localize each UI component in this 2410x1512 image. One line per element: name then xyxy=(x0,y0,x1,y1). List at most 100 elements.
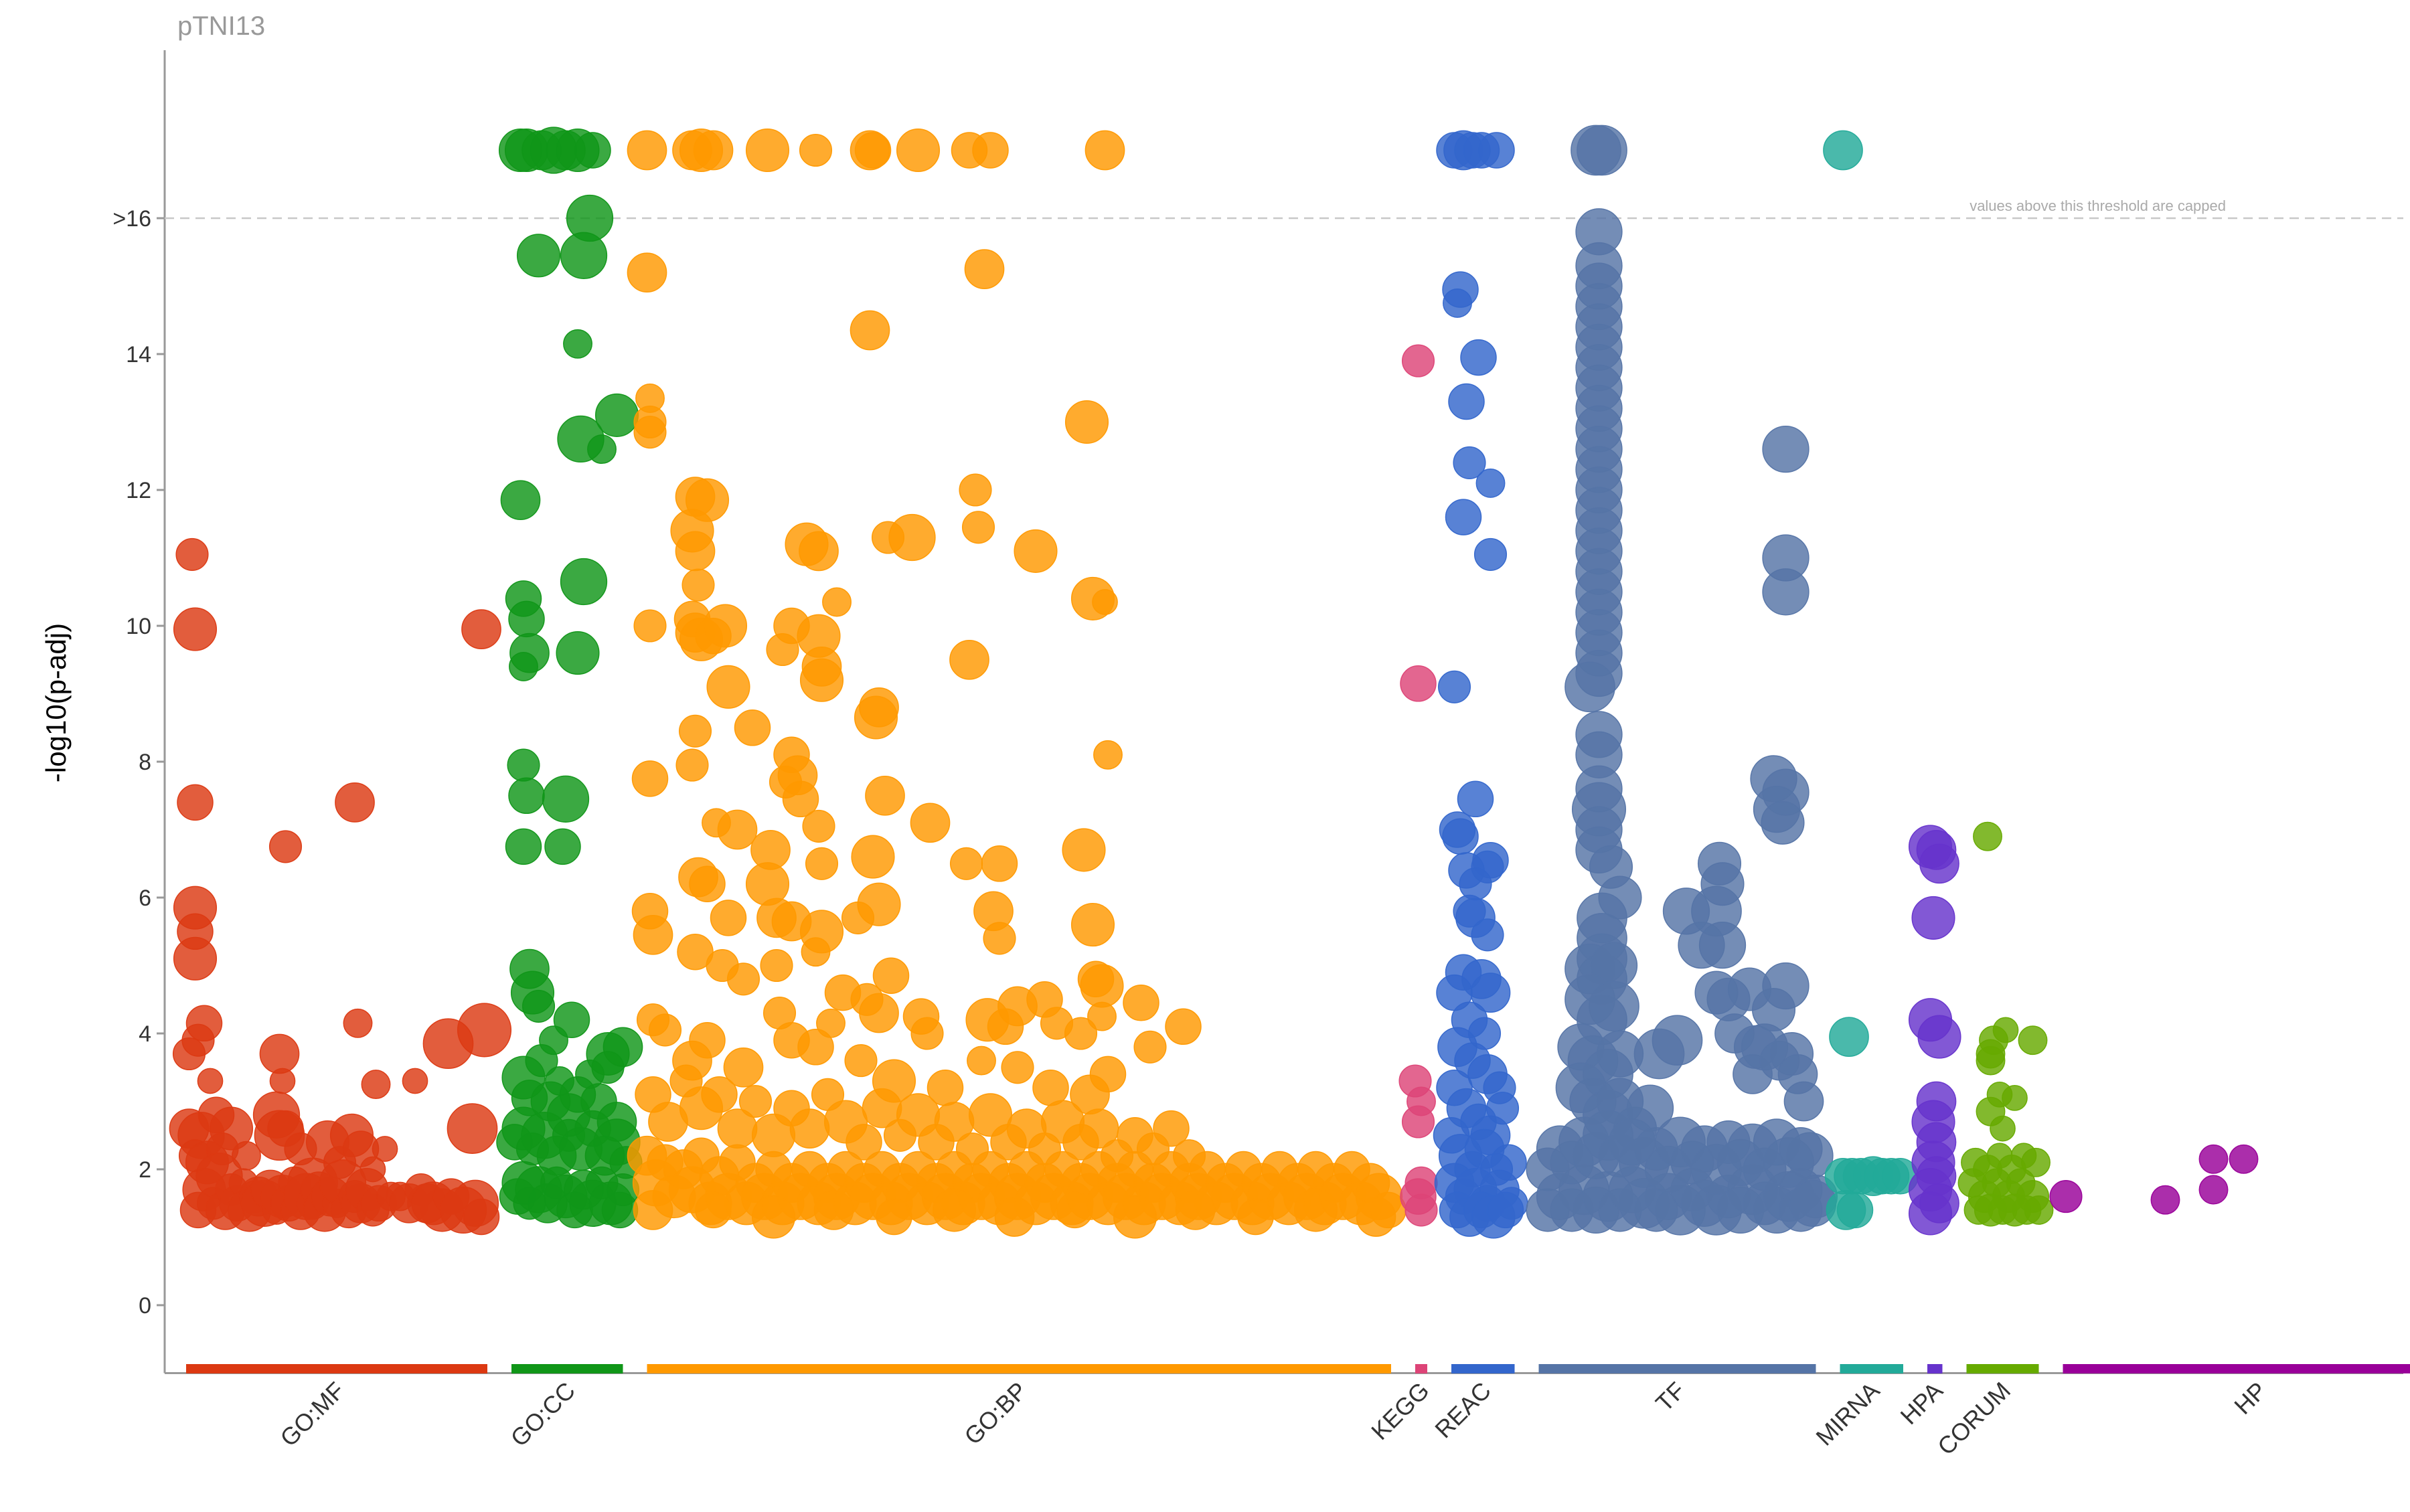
data-point xyxy=(965,250,1003,288)
data-point xyxy=(814,1191,853,1230)
data-point xyxy=(850,311,889,349)
source-label: REAC xyxy=(1429,1377,1496,1444)
data-point xyxy=(561,232,607,278)
data-point xyxy=(2229,1145,2257,1173)
data-point xyxy=(1761,802,1804,845)
data-point xyxy=(876,1199,912,1235)
data-point xyxy=(596,394,639,437)
data-point xyxy=(951,848,983,880)
data-point xyxy=(860,688,898,727)
y-tick-label: 2 xyxy=(139,1157,151,1183)
data-points xyxy=(169,125,2410,1238)
data-point xyxy=(889,515,935,561)
data-point xyxy=(545,829,580,864)
data-point xyxy=(967,1046,995,1074)
data-point xyxy=(1134,1031,1166,1064)
data-point xyxy=(1123,985,1159,1021)
data-point xyxy=(177,784,213,820)
data-point xyxy=(801,659,843,701)
data-point xyxy=(2151,1186,2179,1214)
data-point xyxy=(983,922,1016,954)
data-point xyxy=(1439,671,1471,703)
y-tick-label: 6 xyxy=(139,886,151,911)
data-point xyxy=(1446,499,1481,535)
data-point xyxy=(187,1005,222,1041)
data-point xyxy=(1062,829,1105,871)
data-point xyxy=(1909,1192,1952,1235)
data-point xyxy=(564,330,592,358)
source-label: MIRNA xyxy=(1810,1377,1884,1451)
source-label: HPA xyxy=(1895,1377,1948,1430)
data-point xyxy=(800,135,832,167)
data-point xyxy=(362,1070,390,1098)
data-point xyxy=(509,653,538,681)
source-label: KEGG xyxy=(1366,1377,1435,1446)
data-point xyxy=(746,129,789,172)
data-point xyxy=(1700,922,1746,969)
series-go-mf xyxy=(169,539,511,1235)
source-bar xyxy=(511,1364,623,1373)
data-point xyxy=(543,776,589,822)
data-point xyxy=(690,1023,725,1058)
data-point xyxy=(447,1104,497,1153)
data-point xyxy=(694,131,732,169)
source-label: CORUM xyxy=(1932,1377,2016,1460)
source-bar xyxy=(1840,1364,1904,1373)
data-point xyxy=(1458,781,1494,817)
source-bar xyxy=(1451,1364,1515,1373)
source-label: TF xyxy=(1650,1377,1690,1417)
series-go-bp xyxy=(627,129,1406,1238)
data-point xyxy=(1114,1195,1157,1238)
data-point xyxy=(335,783,374,822)
data-point xyxy=(2002,1086,2027,1110)
data-point xyxy=(1565,662,1615,711)
data-point xyxy=(592,1052,624,1084)
data-point xyxy=(509,601,544,637)
data-point xyxy=(1701,863,1744,906)
data-point xyxy=(1072,904,1115,946)
data-point xyxy=(1920,844,1959,883)
data-point xyxy=(1459,868,1492,900)
series-go-cc xyxy=(497,127,643,1228)
data-point xyxy=(1779,1128,1822,1171)
series-mirna xyxy=(1824,131,1918,1230)
chart-title: pTNI13 xyxy=(177,11,265,41)
data-point xyxy=(950,641,989,679)
data-point xyxy=(752,1195,795,1238)
data-point xyxy=(260,1034,299,1073)
data-point xyxy=(1066,401,1109,444)
data-point xyxy=(462,610,501,649)
data-point xyxy=(2199,1175,2227,1203)
y-tick-label: 0 xyxy=(139,1293,151,1319)
data-point xyxy=(803,811,835,843)
data-point xyxy=(823,588,851,616)
data-point xyxy=(554,1002,590,1037)
data-point xyxy=(1577,125,1627,175)
y-tick-label: 10 xyxy=(126,614,151,639)
data-point xyxy=(959,474,991,506)
data-point xyxy=(707,666,750,709)
data-point xyxy=(1479,133,1514,168)
source-bar xyxy=(186,1364,487,1373)
data-point xyxy=(627,131,666,169)
data-point xyxy=(1974,823,2002,851)
data-point xyxy=(1830,1017,1868,1056)
y-axis-title: -log10(p-adj) xyxy=(40,623,72,782)
data-point xyxy=(897,129,940,172)
data-point xyxy=(634,416,666,448)
data-point xyxy=(845,1045,877,1077)
data-point xyxy=(675,531,714,570)
data-point xyxy=(1471,919,1504,951)
data-point xyxy=(874,958,909,993)
data-point xyxy=(1838,1192,1873,1228)
source-bar xyxy=(2063,1364,2410,1373)
data-point xyxy=(1990,1116,2015,1141)
data-point xyxy=(1238,1199,1273,1235)
data-point xyxy=(799,531,838,570)
data-point xyxy=(1014,530,1057,573)
data-point xyxy=(501,481,540,519)
data-point xyxy=(561,559,607,605)
y-tick-label: 14 xyxy=(126,342,151,367)
